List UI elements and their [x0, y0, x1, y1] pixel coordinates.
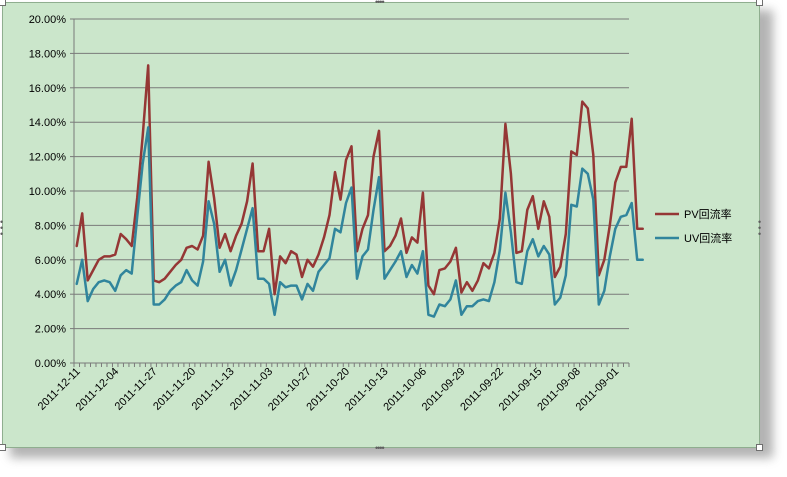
series-line-pv[interactable]	[75, 64, 644, 296]
y-tick-label-0: 0.00%	[35, 358, 66, 370]
y-tick-label-2: 4.00%	[35, 289, 66, 301]
chart-area[interactable]: 0.00% 2.00% 4.00% 6.00% 8.00% 10.00% 12.00% 14.…	[0, 0, 763, 453]
legend[interactable]: PV回流率 UV回流率	[655, 207, 732, 245]
y-tick-label-9: 18.00%	[29, 48, 67, 60]
resize-handle-bottom-right[interactable]	[756, 444, 763, 451]
axes	[70, 18, 630, 367]
y-tick-label-6: 12.00%	[29, 152, 67, 164]
y-tick-label-4: 8.00%	[35, 220, 66, 232]
series-line-uv[interactable]	[75, 126, 644, 318]
y-tick-label-5: 10.00%	[29, 186, 67, 198]
y-tick-label-1: 2.00%	[35, 324, 66, 336]
legend-label-uv: UV回流率	[684, 231, 732, 245]
y-tick-label-8: 16.00%	[29, 83, 67, 95]
legend-label-pv: PV回流率	[684, 207, 732, 221]
series-lines	[75, 64, 644, 318]
resize-handle-top-left[interactable]	[0, 0, 6, 6]
resize-handle-bottom-left[interactable]	[0, 444, 6, 451]
y-tick-label-3: 6.00%	[35, 255, 66, 267]
x-axis-tick-labels: 2011-12-112011-12-042011-11-272011-11-20…	[36, 366, 622, 414]
y-axis-tick-labels: 0.00% 2.00% 4.00% 6.00% 8.00% 10.00% 12.00% 14.…	[29, 14, 67, 370]
resize-handle-bottom[interactable]: ••••	[375, 443, 385, 453]
y-tick-label-10: 20.00%	[29, 14, 67, 26]
resize-handle-top[interactable]: ••••	[375, 0, 385, 7]
line-chart: 0.00% 2.00% 4.00% 6.00% 8.00% 10.00% 12.00% 14.…	[29, 14, 733, 414]
resize-handle-left[interactable]: • • •	[0, 217, 3, 239]
resize-handle-top-right[interactable]	[756, 0, 763, 6]
resize-handle-right[interactable]: • • •	[758, 217, 761, 239]
y-tick-label-7: 14.00%	[29, 117, 67, 129]
